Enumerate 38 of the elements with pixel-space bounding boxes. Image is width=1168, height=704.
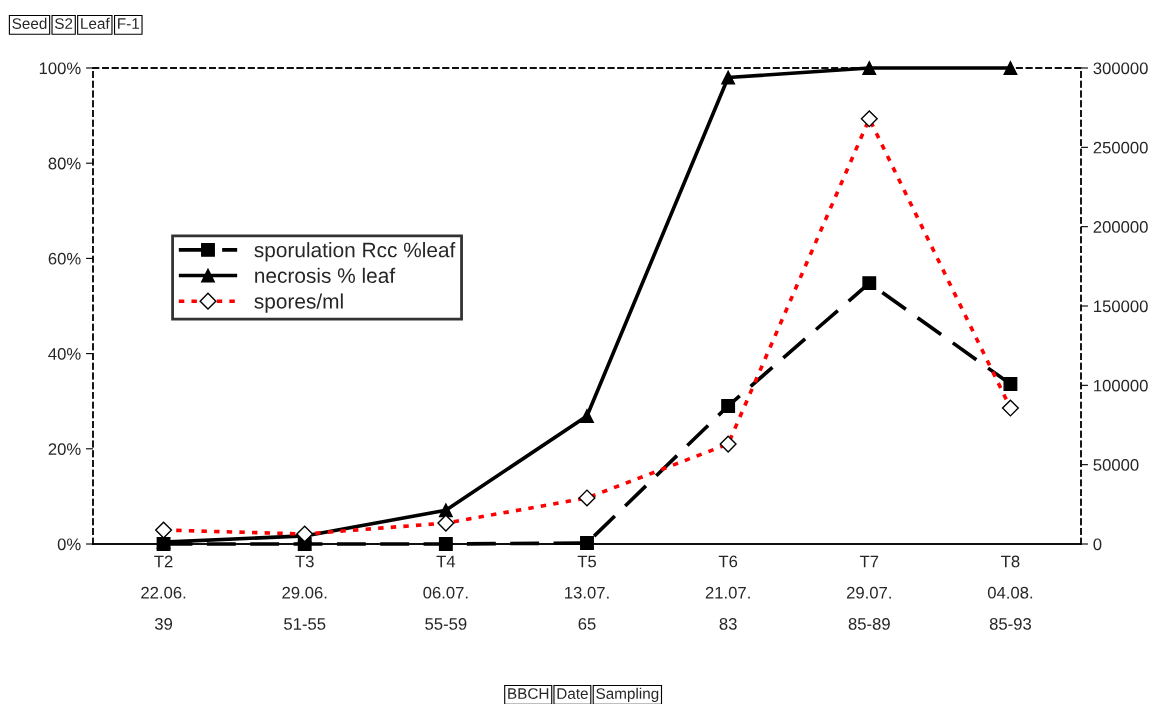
point	[862, 61, 877, 75]
y2-tick-label: 150000	[1094, 300, 1148, 313]
y2-tick-label: 200000	[1093, 221, 1148, 233]
text: BBCH	[508, 688, 549, 699]
y-tick-label: 20%	[48, 443, 81, 455]
y2-tick-label: 100000	[1094, 379, 1148, 392]
y2-tick-label: 50000	[1093, 459, 1139, 471]
x-tick-label: T4 06.07. 55-59	[423, 555, 468, 630]
text: S2	[55, 18, 73, 29]
y2-tick-label: 250000	[1093, 141, 1148, 154]
x-tick-label: T7 29.07. 85-89	[846, 555, 891, 630]
point	[862, 276, 877, 291]
text: Sampling	[596, 687, 659, 702]
y-tick-label: 60%	[48, 252, 81, 265]
y-tick-label: 80%	[48, 157, 81, 170]
x-tick-label: T5 13.07. 65	[565, 555, 609, 630]
y-tick-label: 100%	[39, 62, 81, 75]
x-tick-label: T3 29.06. 51-55	[282, 555, 327, 630]
legend-label: spores/ml	[254, 293, 343, 313]
text: Leaf	[81, 17, 110, 29]
x-tick-label: T8 04.08. 85-93	[987, 555, 1033, 630]
point	[580, 409, 594, 423]
legend-label: sporulation Rcc %leaf	[254, 242, 456, 262]
x-tick-label: T6 21.07. 83	[705, 555, 750, 630]
y-tick-label: 0%	[57, 538, 81, 551]
point	[1003, 377, 1018, 392]
y-tick-label: 40%	[48, 348, 81, 360]
point	[1003, 61, 1018, 75]
point	[721, 399, 736, 413]
point	[721, 70, 736, 85]
text: Seed	[12, 17, 47, 29]
y2-tick-label: 0	[1093, 538, 1102, 551]
text: Date	[557, 688, 588, 699]
point	[438, 503, 453, 518]
legend-label: necrosis % leaf	[255, 267, 396, 284]
text: F-1	[118, 18, 139, 29]
y2-tick-label: 300000	[1093, 62, 1148, 75]
x-tick-label: T2 22.06. 39	[141, 555, 186, 630]
